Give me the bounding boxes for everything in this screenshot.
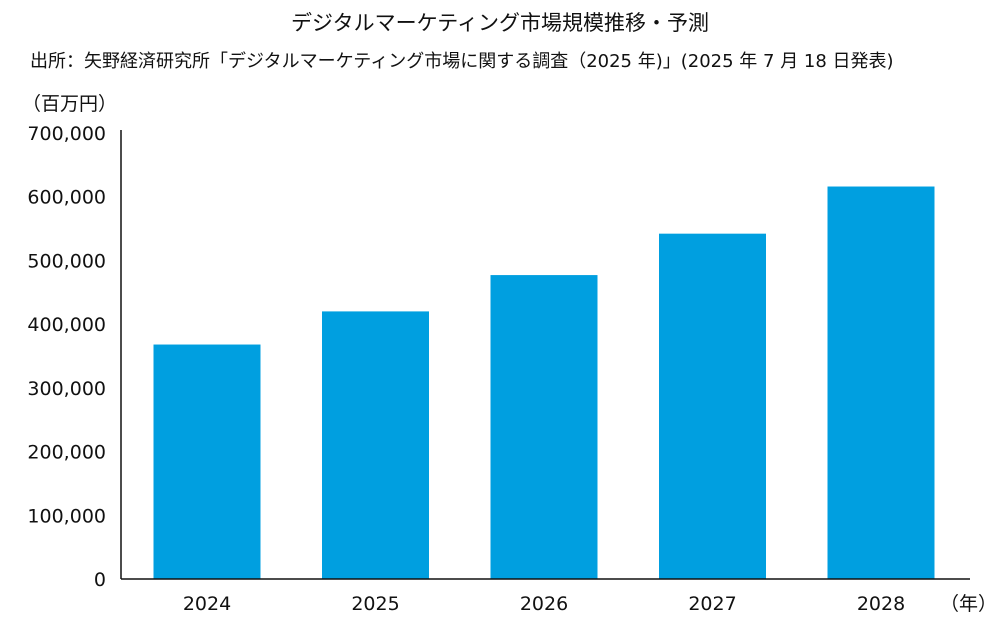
chart-source: 出所：矢野経済研究所「デジタルマーケティング市場に関する調査（2025 年)」(… <box>30 51 894 72</box>
y-tick-label: 700,000 <box>27 123 106 145</box>
y-tick-label: 100,000 <box>27 505 106 527</box>
bar-2026 <box>490 275 598 579</box>
x-unit-label: （年） <box>940 593 997 615</box>
y-tick-label: 500,000 <box>27 250 106 272</box>
x-tick-label: 2024 <box>183 593 231 615</box>
bar-2024 <box>153 344 261 579</box>
bar-2027 <box>659 233 766 579</box>
x-tick-label: 2027 <box>688 593 736 615</box>
y-tick-label: 600,000 <box>27 187 106 209</box>
y-tick-label: 300,000 <box>27 378 106 400</box>
y-tick-label: 200,000 <box>27 442 106 464</box>
x-tick-label: 2026 <box>520 593 568 615</box>
chart-title: デジタルマーケティング市場規模推移・予測 <box>291 11 709 35</box>
bar-2025 <box>322 311 429 579</box>
y-tick-label: 400,000 <box>27 314 106 336</box>
y-tick-label: 0 <box>94 569 106 591</box>
y-unit-label: （百万円） <box>22 93 117 115</box>
x-tick-label: 2025 <box>351 593 399 615</box>
y-axis-ticks: 0 100,000 200,000 300,000 400,000 500,000 600,… <box>27 123 106 591</box>
x-axis-labels: 2024 2025 2026 2027 2028 <box>183 593 905 615</box>
bars <box>153 186 935 579</box>
x-tick-label: 2028 <box>857 593 905 615</box>
bar-2028 <box>827 186 935 579</box>
